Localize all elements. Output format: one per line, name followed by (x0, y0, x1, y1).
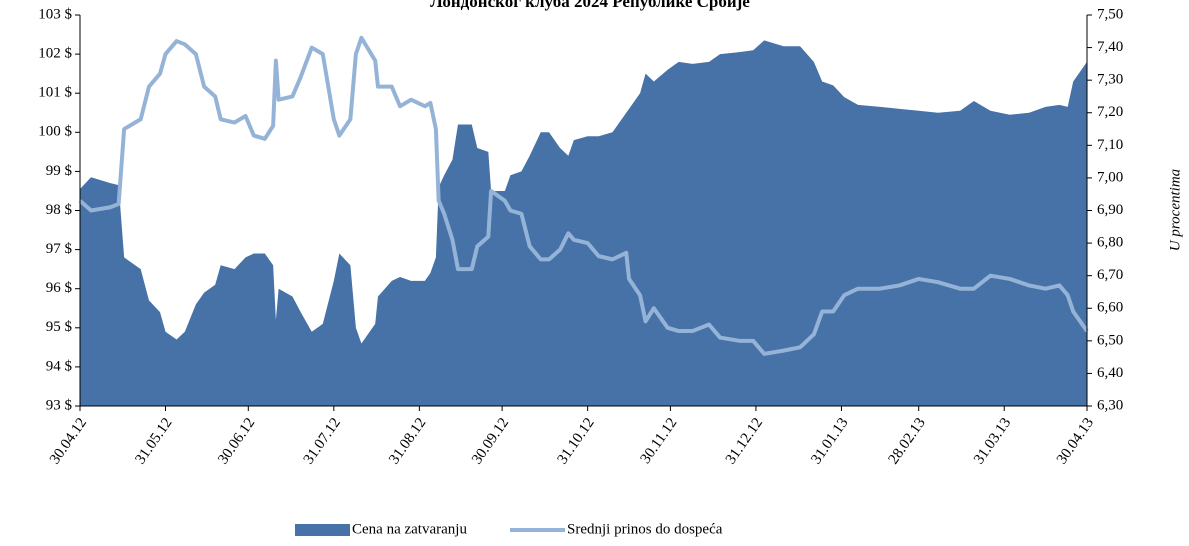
x-tick-label: 31.08.12 (386, 415, 429, 467)
x-tick-label: 31.03.13 (971, 415, 1014, 467)
x-tick-label: 31.12.12 (723, 415, 766, 467)
y2-tick-label: 7,40 (1097, 39, 1123, 55)
y2-tick-label: 7,10 (1097, 137, 1123, 153)
y-tick-label: 97 $ (46, 241, 73, 257)
y2-tick-label: 7,30 (1097, 72, 1123, 88)
y2-tick-label: 7,20 (1097, 104, 1123, 120)
x-tick-label: 30.06.12 (215, 415, 258, 467)
x-tick-label: 30.11.12 (638, 415, 681, 467)
y2-axis-label: U procentima (1167, 169, 1183, 251)
y-tick-label: 95 $ (46, 319, 73, 335)
y2-tick-label: 6,40 (1097, 365, 1123, 381)
y-tick-label: 99 $ (46, 163, 73, 179)
y2-tick-label: 7,50 (1097, 6, 1123, 22)
chart-title: Лондонског клуба 2024 Републике Србије (430, 0, 750, 11)
x-tick-label: 30.04.13 (1054, 415, 1097, 467)
x-tick-label: 28.02.13 (886, 415, 929, 467)
y-tick-label: 96 $ (46, 280, 73, 296)
y-tick-label: 103 $ (38, 6, 72, 22)
y2-tick-label: 6,70 (1097, 267, 1123, 283)
line (78, 35, 1089, 356)
y-tick-label: 94 $ (46, 358, 73, 374)
y2-tick-label: 6,30 (1097, 397, 1123, 413)
y-tick-label: 98 $ (46, 202, 73, 218)
x-tick-label: 31.01.13 (808, 415, 851, 467)
y2-tick-label: 7,00 (1097, 169, 1123, 185)
y2-tick-label: 6,50 (1097, 332, 1123, 348)
legend-swatch (295, 524, 350, 536)
y-tick-label: 102 $ (38, 46, 72, 62)
x-tick-label: 31.10.12 (555, 415, 598, 467)
x-tick-label: 31.07.12 (301, 415, 344, 467)
y2-tick-label: 6,90 (1097, 202, 1123, 218)
legend-label: Srednji prinos do dospeća (567, 521, 723, 537)
y2-tick-label: 6,60 (1097, 300, 1123, 316)
y-tick-label: 100 $ (38, 124, 72, 140)
y-tick-label: 101 $ (38, 85, 72, 101)
x-tick-label: 30.04.12 (47, 415, 90, 467)
y-tick-label: 93 $ (46, 397, 73, 413)
x-tick-label: 31.05.12 (132, 415, 175, 467)
y2-tick-label: 6,80 (1097, 235, 1123, 251)
legend-label: Cena na zatvaranju (352, 521, 467, 537)
area (80, 40, 1087, 406)
x-tick-label: 30.09.12 (469, 415, 512, 467)
